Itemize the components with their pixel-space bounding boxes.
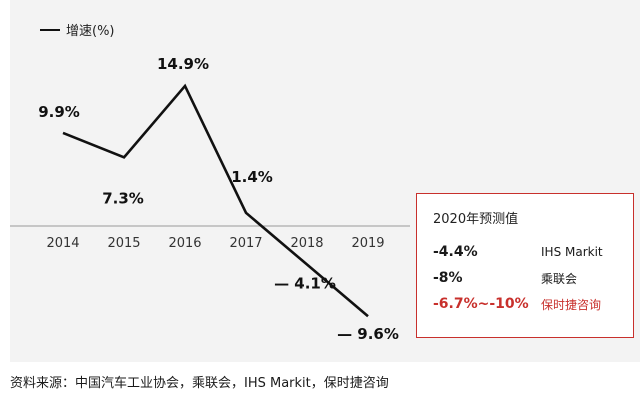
data-label: — 9.6% bbox=[337, 325, 399, 343]
forecast-value: -4.4% bbox=[433, 244, 478, 260]
data-label: 9.9% bbox=[38, 103, 80, 121]
forecast-row: -6.7%~-10% 保时捷咨询 bbox=[433, 291, 619, 317]
x-tick-label: 2018 bbox=[290, 236, 323, 251]
legend-label: 增速(%) bbox=[66, 24, 115, 39]
x-tick-label: 2019 bbox=[351, 236, 384, 251]
chart-panel: 2014 2015 2016 2017 2018 2019 9.9% 7.3% 14.9% 1.… bbox=[10, 0, 640, 362]
legend: 增速(%) bbox=[40, 20, 115, 39]
forecast-box: 2020年预测值 -4.4% IHS Markit -8% 乘联会 -6.7%~… bbox=[416, 193, 634, 338]
x-tick-label: 2015 bbox=[107, 236, 140, 251]
data-label: 7.3% bbox=[102, 189, 144, 207]
x-tick-label: 2014 bbox=[46, 236, 79, 251]
forecast-row: -4.4% IHS Markit bbox=[433, 239, 619, 265]
forecast-value: -8% bbox=[433, 270, 463, 286]
forecast-row: -8% 乘联会 bbox=[433, 265, 619, 291]
data-label: 1.4% bbox=[231, 168, 273, 186]
forecast-source: IHS Markit bbox=[541, 245, 603, 259]
data-label: 14.9% bbox=[157, 55, 209, 73]
series-line bbox=[62, 83, 369, 318]
forecast-value: -6.7%~-10% bbox=[433, 296, 529, 312]
source-note: 资料来源：中国汽车工业协会，乘联会，IHS Markit，保时捷咨询 bbox=[10, 376, 389, 391]
x-tick-label: 2016 bbox=[168, 236, 201, 251]
data-label: — 4.1% bbox=[274, 275, 336, 293]
legend-swatch bbox=[40, 28, 60, 31]
forecast-title: 2020年预测值 bbox=[433, 212, 519, 227]
x-tick-label: 2017 bbox=[229, 236, 262, 251]
forecast-source: 保时捷咨询 bbox=[541, 297, 602, 312]
forecast-source: 乘联会 bbox=[541, 271, 578, 286]
line-chart: 2014 2015 2016 2017 2018 2019 9.9% 7.3% 14.9% 1.… bbox=[10, 55, 410, 343]
